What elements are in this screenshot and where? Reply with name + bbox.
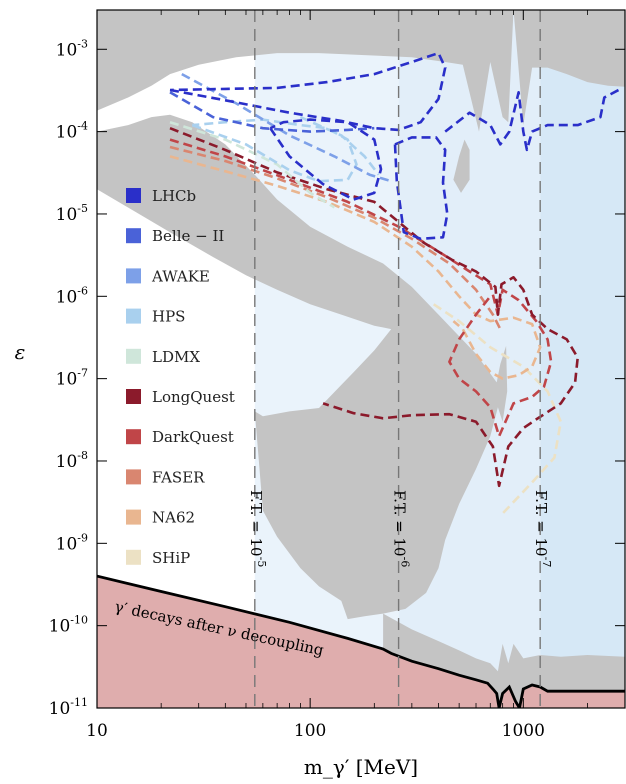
y-tick-label: 10-11 xyxy=(49,696,88,719)
legend-swatch xyxy=(126,348,141,364)
legend-label: Belle − II xyxy=(152,227,224,245)
series-line-lhcb xyxy=(169,51,447,132)
y-tick-label: 10-3 xyxy=(56,37,88,60)
background-regions xyxy=(97,10,625,708)
series-line-hps xyxy=(299,115,380,176)
y-tick-label: 10-8 xyxy=(56,449,88,472)
plot-frame xyxy=(96,9,626,709)
y-tick-label: 10-7 xyxy=(56,367,88,390)
fine-tuning-band xyxy=(540,10,625,708)
series-line-longquest xyxy=(169,126,579,488)
legend-label: LDMX xyxy=(152,348,200,366)
legend-swatch xyxy=(126,268,141,284)
excluded-region xyxy=(453,139,470,193)
fine-tuning-label: F.T. = 10-7 xyxy=(532,490,553,567)
series-layer xyxy=(169,51,620,515)
series-line-ldmx xyxy=(169,120,336,209)
excluded-region xyxy=(513,10,625,126)
legend-swatch xyxy=(126,188,141,203)
legend-swatch xyxy=(126,509,141,525)
series-line-na62 xyxy=(169,155,542,380)
y-tick-label: 10-5 xyxy=(56,202,88,225)
legend-label: AWAKE xyxy=(151,267,210,285)
x-tick-label: 10 xyxy=(86,721,108,741)
legend-swatch xyxy=(126,469,141,485)
legend-label: NA62 xyxy=(152,509,195,527)
legend-label: HPS xyxy=(152,308,185,326)
x-tick-label: 100 xyxy=(294,721,326,741)
legend-label: SHiP xyxy=(152,549,190,567)
legend: LHCb Belle − II AWAKE HPS LDMX LongQuest DarkQ… xyxy=(126,187,235,567)
fine-tuning-lines xyxy=(254,10,541,708)
axis-ticks: 10 100 1000 10-3 10-4 10-5 10-6 10-7 10-8 10-9 10-… xyxy=(49,10,626,741)
legend-swatch xyxy=(126,228,141,244)
legend-swatch xyxy=(126,429,141,445)
legend-swatch xyxy=(126,389,141,404)
fine-tuning-label: F.T. = 10-5 xyxy=(247,490,268,567)
series-line-lhcb xyxy=(444,88,620,152)
cosmology-region xyxy=(97,576,625,708)
fine-tuning-label: F.T. = 10-6 xyxy=(391,490,412,567)
legend-label: LongQuest xyxy=(152,388,235,406)
decoupling-boundary xyxy=(97,574,625,708)
legend-label: LHCb xyxy=(152,187,196,205)
y-axis-title: ε xyxy=(15,340,26,364)
series-line-hps xyxy=(191,118,358,183)
excluded-region xyxy=(97,114,508,620)
series-line-lhcb xyxy=(269,118,383,201)
plot-area xyxy=(97,10,625,708)
x-axis-title: m_γ′ [MeV] xyxy=(304,755,418,779)
excluded-region xyxy=(97,10,514,132)
legend-swatch xyxy=(126,308,141,324)
legend-swatch xyxy=(126,549,141,565)
series-line-awake xyxy=(181,72,392,183)
x-tick-label: 1000 xyxy=(502,721,545,741)
y-tick-label: 10-6 xyxy=(56,284,88,307)
legend-label: DarkQuest xyxy=(152,428,234,446)
series-line-lhcb xyxy=(393,136,449,241)
y-tick-label: 10-10 xyxy=(49,614,88,637)
series-line-belle-ii xyxy=(169,91,375,133)
y-tick-label: 10-9 xyxy=(56,531,88,554)
y-tick-label: 10-4 xyxy=(56,120,88,143)
series-line-ship xyxy=(432,303,563,515)
legend-label: FASER xyxy=(152,468,205,486)
